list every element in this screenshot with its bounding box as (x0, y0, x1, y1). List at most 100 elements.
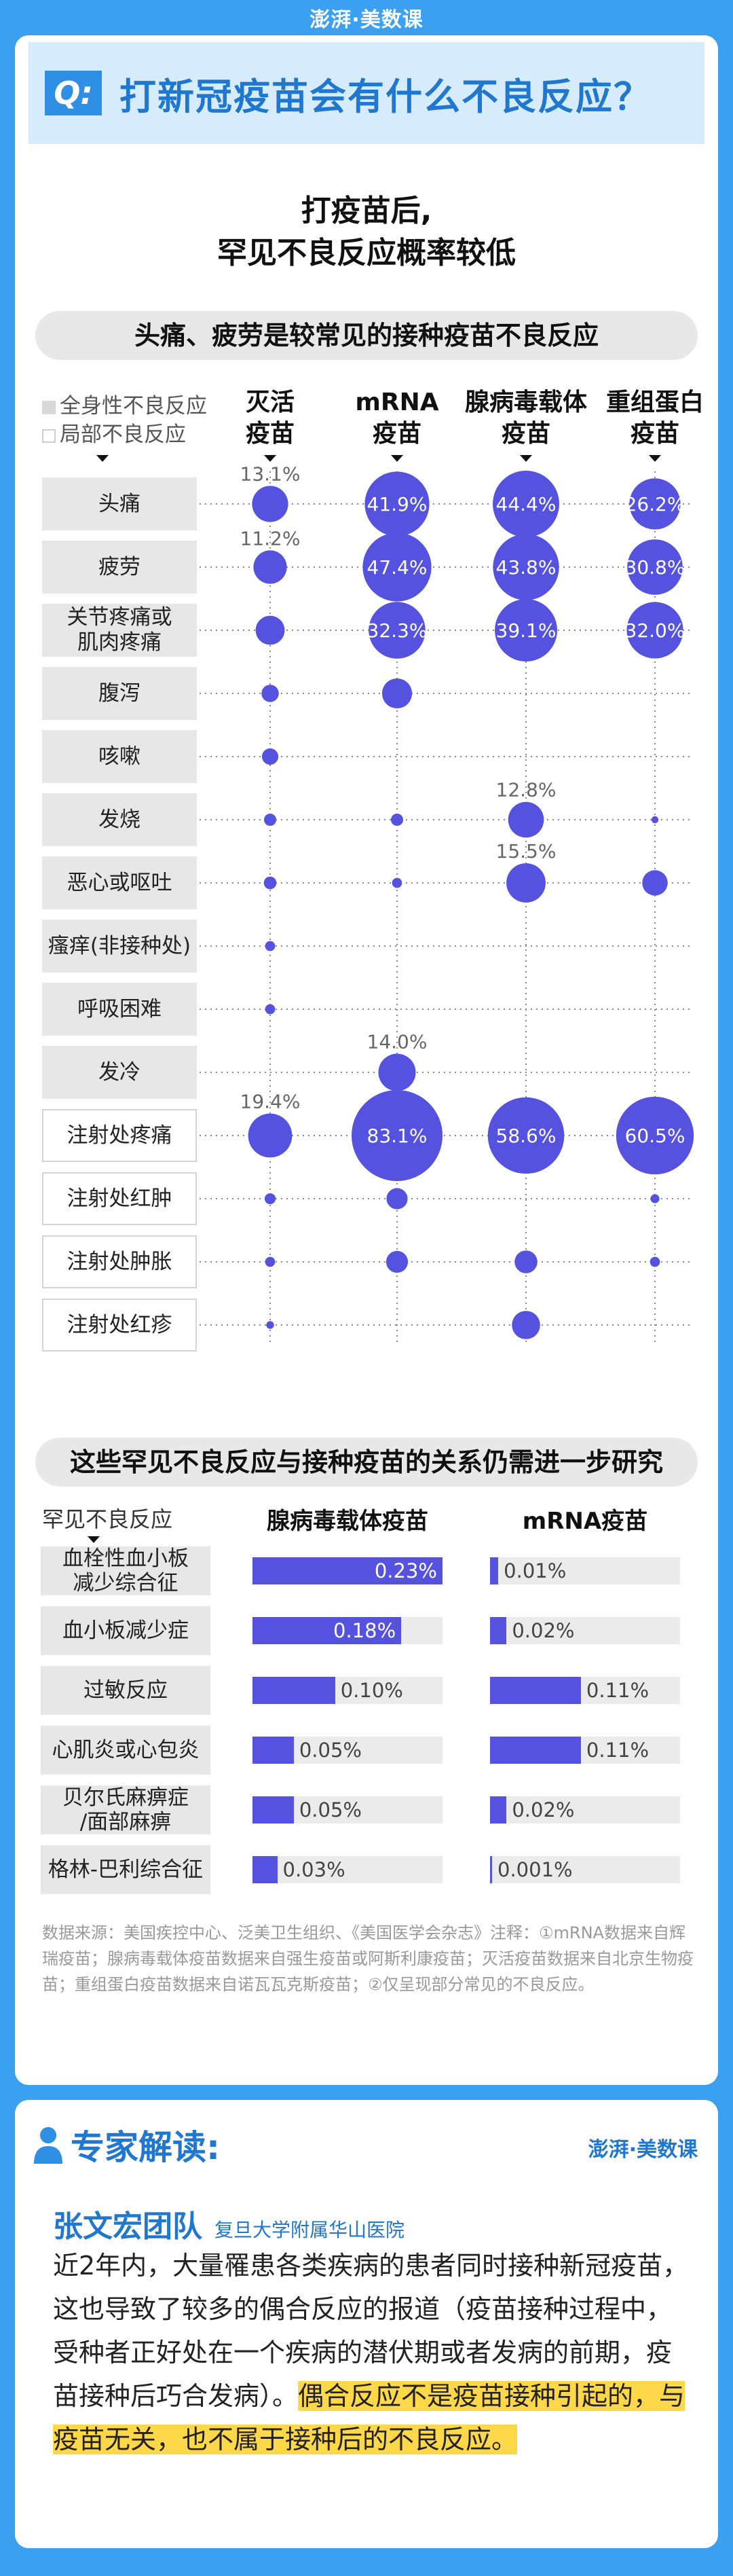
bar-row-label-text: 格林-巴利综合征 (48, 1857, 203, 1882)
bubble-label: 41.9% (367, 493, 428, 515)
bar (252, 1617, 402, 1644)
row-label-line: 疲劳 (98, 554, 140, 579)
section1-banner: 头痛、疲劳是较常见的接种疫苗不良反应 (35, 311, 698, 360)
legend-local-label: 局部不良反应 (60, 422, 186, 447)
bubble-label: 19.4% (240, 1091, 301, 1113)
bubble-label: 13.1% (240, 462, 301, 485)
bar-row-label: 格林-巴利综合征 (41, 1845, 210, 1894)
bar-track: 0.02% (490, 1617, 680, 1644)
bar-row-label-line: 血栓性血小板 (62, 1546, 189, 1571)
row-label-line: 肌肉疼痛 (77, 630, 162, 655)
bubble-label: 83.1% (367, 1125, 428, 1147)
column-header-line: 重组蛋白 (605, 388, 704, 416)
column-marker (649, 455, 661, 462)
row-label: 注射处红肿 (42, 1172, 197, 1225)
bubble (390, 813, 404, 827)
bubble-chart: 13.1% 41.9% 44.4% 26.2% 11.2% 47.4% 43.8% 30.8%… (96, 455, 694, 1345)
bubble (362, 532, 432, 602)
row-label: 恶心或呕吐 (42, 856, 197, 909)
bar-value-label: 0.10% (340, 1679, 403, 1702)
bubble-label: 47.4% (367, 556, 428, 579)
bubble (508, 801, 544, 838)
bar (252, 1796, 294, 1824)
bar-row-label: 心肌炎或心包炎 (41, 1726, 210, 1775)
bar-row-header: 罕见不良反应 (42, 1506, 173, 1532)
bubble (252, 486, 288, 522)
bar (252, 1557, 443, 1584)
row-marker (96, 455, 109, 462)
bubble-label: 14.0% (367, 1030, 428, 1053)
bubble (627, 539, 683, 595)
column-marker (391, 455, 403, 462)
expert-card: 专家解读: 澎湃·美数课 张文宏团队 复旦大学附属华山医院 近2年内，大量罹患各类… (15, 2100, 718, 2548)
row-label: 腹泻 (42, 667, 197, 720)
bubble (650, 1194, 660, 1203)
bubble (364, 471, 430, 537)
bubble (651, 816, 659, 824)
row-label-line: 注射处红疹 (67, 1312, 172, 1337)
row-label: 发冷 (42, 1046, 197, 1099)
bar-row-label-line: 减少综合征 (73, 1571, 178, 1595)
bar (490, 1796, 507, 1824)
row-label-line: 呼吸困难 (77, 996, 162, 1021)
bar-track: 0.10% (252, 1677, 443, 1704)
bubble (392, 877, 402, 888)
bubble (378, 1053, 416, 1091)
bubble (514, 1250, 538, 1273)
row-label-text: 恶心或呕吐 (67, 871, 172, 896)
bar-value-label: 0.23% (374, 1559, 437, 1582)
bar-value-label: 0.001% (497, 1858, 573, 1881)
expert-team-name: 张文宏团队 (53, 2209, 202, 2244)
bubble (493, 534, 559, 600)
row-label-line: 恶心或呕吐 (67, 870, 172, 895)
column-header: 腺病毒载体 疫苗 (465, 387, 587, 450)
bubble-label: 11.2% (240, 527, 301, 549)
row-label: 瘙痒(非接种处) (42, 920, 197, 973)
row-label: 呼吸困难 (42, 983, 197, 1036)
bar-row-label-line: /面部麻痹 (79, 1810, 172, 1834)
legend-systemic-label: 全身性不良反应 (60, 394, 207, 418)
bar-value-label: 0.03% (282, 1858, 345, 1881)
bar-value-label: 0.05% (299, 1739, 362, 1762)
bubble (265, 941, 276, 951)
row-label-text: 发烧 (98, 808, 140, 833)
bubble-label: 15.5% (496, 840, 557, 863)
column-header: mRNA 疫苗 (336, 387, 458, 450)
person-icon (34, 2127, 62, 2164)
bubble (487, 1097, 565, 1174)
bubble-label: 39.1% (496, 619, 557, 642)
bubble-label: 60.5% (625, 1125, 685, 1147)
brand-logo: 澎湃·美数课 (309, 8, 424, 32)
bubble (263, 876, 277, 890)
bar-value-label: 0.11% (586, 1679, 650, 1702)
row-label-text: 注射处红疹 (67, 1313, 172, 1338)
bar (490, 1737, 581, 1764)
bubble (265, 1256, 276, 1267)
bar-row-label-text: 血栓性血小板 减少综合征 (62, 1546, 189, 1595)
row-label: 注射处疼痛 (42, 1109, 197, 1162)
row-label-text: 瘙痒(非接种处) (48, 934, 191, 959)
expert-brand-logo: 澎湃·美数课 (588, 2138, 698, 2162)
bubble (626, 602, 683, 659)
bar-row-label-line: 格林-巴利综合征 (48, 1857, 204, 1882)
expert-institution: 复旦大学附属华山医院 (214, 2219, 405, 2241)
expert-text-normal: 近2年内，大量罹患各类疾病的患者同时接种新冠疫苗，这也导致了较多的偶合反应的报道… (53, 2251, 689, 2411)
bar-track: 0.01% (490, 1557, 680, 1584)
legend-systemic-swatch (42, 400, 56, 414)
bar-value-label: 0.18% (333, 1619, 396, 1642)
bar-row-label-line: 心肌炎或心包炎 (52, 1738, 200, 1762)
question-title: 打新冠疫苗会有什么不良反应？ (119, 75, 652, 118)
bar (490, 1617, 507, 1644)
row-label-line: 注射处疼痛 (67, 1123, 172, 1148)
bubble (493, 471, 559, 537)
row-label: 咳嗽 (42, 730, 197, 783)
bubble (369, 602, 426, 659)
bar-track: 0.23% (252, 1557, 443, 1584)
bar (252, 1737, 294, 1764)
bar-row-label: 过敏反应 (41, 1666, 210, 1715)
row-label-line: 头痛 (98, 491, 140, 516)
row-label-line: 注射处红肿 (67, 1186, 172, 1211)
row-label-text: 疲劳 (98, 555, 140, 580)
bar-track: 0.02% (490, 1796, 680, 1824)
bubble (265, 1004, 276, 1015)
